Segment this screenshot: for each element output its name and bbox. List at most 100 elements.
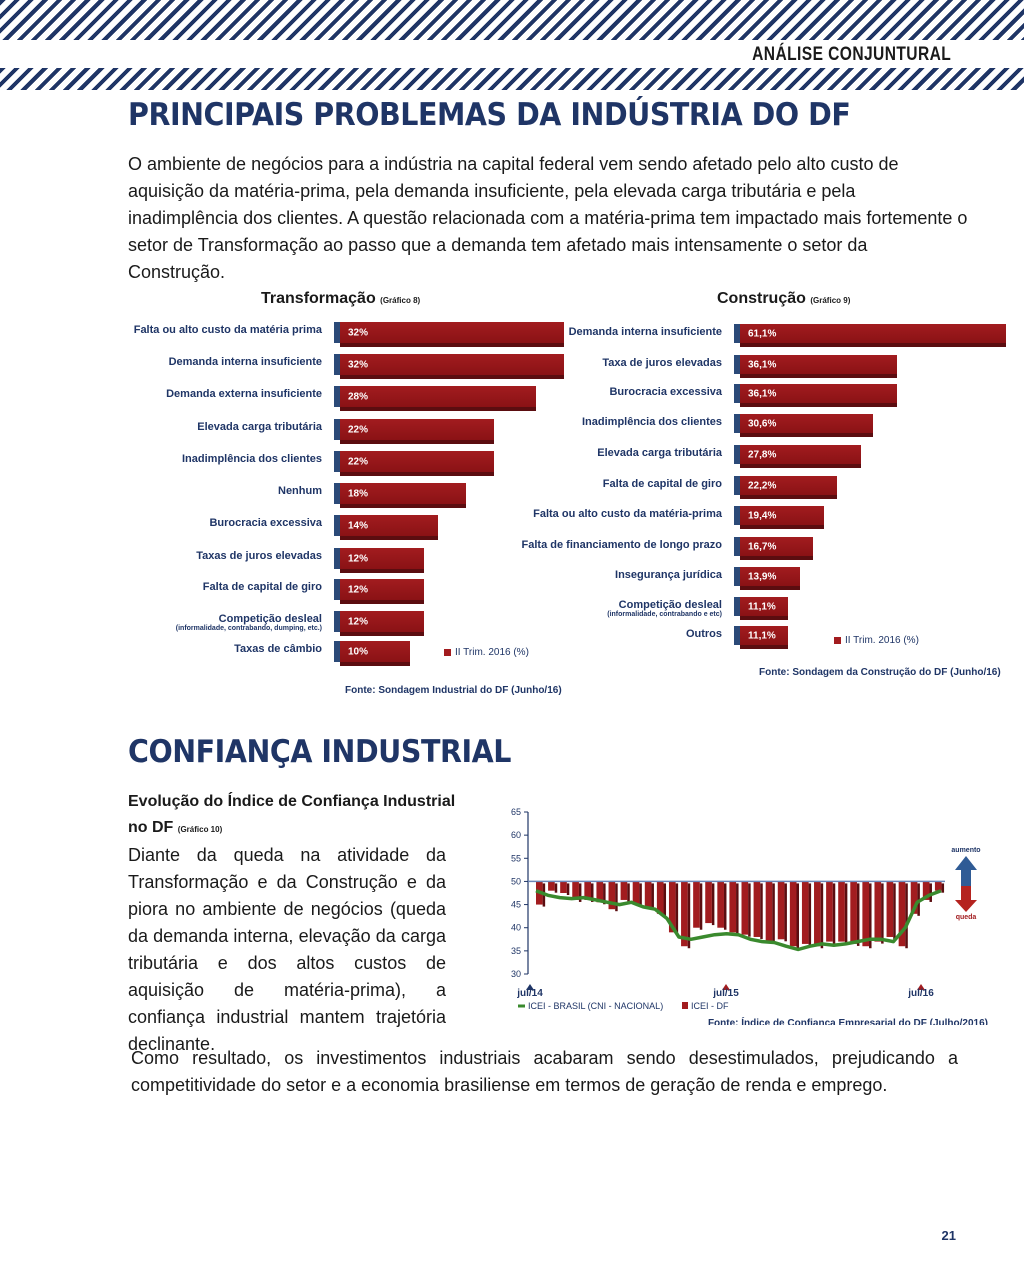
chart10-heading-line2: no DF (Gráfico 10)	[128, 815, 468, 843]
y-tick-label: 65	[511, 807, 521, 817]
icei-df-bar-shade	[603, 883, 606, 905]
bar-shade	[740, 433, 874, 437]
y-tick-label: 30	[511, 969, 521, 979]
value-label: 61,1%	[748, 328, 777, 339]
legend-label-brasil: ICEI - BRASIL (CNI - NACIONAL)	[528, 1001, 663, 1011]
bar-shade	[740, 556, 813, 560]
value-label: 32%	[348, 327, 369, 338]
icei-df-bar	[560, 881, 567, 893]
icei-df-bar-shade	[869, 883, 872, 949]
category-label: Elevada carga tributária	[462, 447, 722, 459]
bar: 36,1%	[734, 355, 898, 378]
category-text: Nenhum	[278, 485, 322, 497]
value-label: 22%	[348, 456, 369, 467]
icei-df-bar-shade	[687, 883, 691, 949]
category-text: Elevada carga tributária	[197, 421, 322, 433]
bar-cap	[334, 611, 340, 632]
bar-shade	[340, 472, 494, 476]
category-text: Competição desleal	[218, 613, 322, 625]
icei-df-bar	[850, 881, 857, 944]
icei-brasil-line	[535, 889, 942, 952]
value-label: 36,1%	[748, 388, 777, 399]
category-label: Demanda externa insuficiente	[62, 388, 322, 400]
icei-df-bar-shade	[844, 883, 848, 944]
value-label: 14%	[348, 520, 369, 531]
category-text: Insegurança jurídica	[615, 569, 722, 581]
category-text: Elevada carga tributária	[597, 447, 722, 459]
arrow-up-icon	[955, 856, 977, 886]
value-label: 12%	[348, 616, 369, 627]
section2-paragraph: Diante da queda na atividade da Transfor…	[128, 845, 446, 1054]
icei-df-bar-shade	[615, 883, 618, 912]
bar-cap	[734, 626, 740, 645]
bar-cap	[334, 451, 340, 472]
value-label: 10%	[348, 646, 369, 657]
value-label: 11,1%	[748, 601, 776, 612]
category-text: Falta de capital de giro	[202, 581, 322, 593]
chart10-ref: (Gráfico 10)	[177, 825, 223, 834]
bar-shade	[340, 662, 410, 666]
category-label: Inadimplência dos clientes	[62, 453, 322, 465]
bar: 22%	[334, 451, 494, 476]
x-tick-label: jul/14	[516, 988, 543, 999]
icei-df-bar-shade	[748, 883, 751, 937]
section-tag: ANÁLISE CONJUNTURAL	[745, 40, 958, 68]
bar-cap	[734, 324, 740, 343]
icei-df-bar-shade	[554, 883, 558, 893]
icei-df-bar	[584, 881, 592, 900]
bar-cap	[734, 445, 740, 464]
annotation-queda: queda	[956, 914, 977, 921]
category-text: Burocracia excessiva	[609, 386, 722, 398]
header-stripes-lower	[0, 68, 1024, 90]
chart10-source: Fonte: Índice de Confiança Empresarial d…	[708, 1016, 988, 1025]
icei-df-bar-shade	[941, 883, 945, 893]
icei-df-bar	[765, 881, 773, 942]
x-tick-label: jul/16	[907, 988, 934, 999]
chart9-title: Construção (Gráfico 9)	[717, 290, 850, 308]
category-text: Inadimplência dos clientes	[582, 416, 722, 428]
bar: 22,2%	[734, 476, 837, 499]
chart9-legend-label: II Trim. 2016 (%)	[845, 635, 919, 646]
value-label: 22,2%	[748, 480, 777, 491]
icei-df-bar-shade	[929, 883, 932, 902]
category-label: Competição desleal (informalidade, contra…	[62, 613, 322, 633]
bar-shade	[740, 343, 1006, 347]
icei-df-bar	[729, 881, 737, 933]
bar-shade	[740, 616, 789, 620]
bar-cap	[734, 476, 740, 495]
legend-swatch	[834, 636, 841, 644]
section2-closing: Como resultado, os investimentos industr…	[131, 1048, 958, 1095]
section1-title: PRINCIPAIS PROBLEMAS DA INDÚSTRIA DO DF	[128, 97, 851, 133]
icei-df-bar	[608, 881, 616, 910]
category-label: Demanda interna insuficiente	[62, 356, 322, 368]
y-tick-label: 40	[511, 923, 521, 933]
bar-cap	[334, 322, 340, 343]
chart9-source: Fonte: Sondagem da Construção do DF (Jun…	[759, 667, 1001, 678]
icei-df-bar	[693, 881, 700, 928]
bar-shade	[340, 536, 438, 540]
bar: 12%	[334, 611, 424, 636]
icei-df-bar	[777, 881, 785, 940]
x-tick-label: jul/15	[712, 988, 739, 999]
bar-cap	[334, 483, 340, 504]
icei-df-bar	[898, 881, 906, 947]
bar-shade	[740, 464, 861, 468]
category-label: Falta de capital de giro	[62, 581, 322, 593]
bar-cap	[334, 548, 340, 569]
bar-cap	[334, 386, 340, 407]
bar-shade	[740, 525, 825, 529]
icei-df-bar-shade	[723, 883, 727, 930]
bar: 61,1%	[734, 324, 1006, 347]
bar: 18%	[334, 483, 466, 508]
bar-cap	[334, 515, 340, 536]
bar: 32%	[334, 354, 564, 379]
icei-df-bar-shade	[663, 883, 667, 916]
icei-df-bar	[668, 881, 676, 933]
bar-cap	[734, 384, 740, 403]
legend-bar-swatch	[682, 1002, 688, 1009]
value-label: 19,4%	[748, 510, 777, 521]
bar: 16,7%	[734, 537, 813, 560]
icei-df-bar	[814, 881, 821, 947]
icei-df-bar-shade	[893, 883, 896, 939]
bar: 22%	[334, 419, 494, 444]
